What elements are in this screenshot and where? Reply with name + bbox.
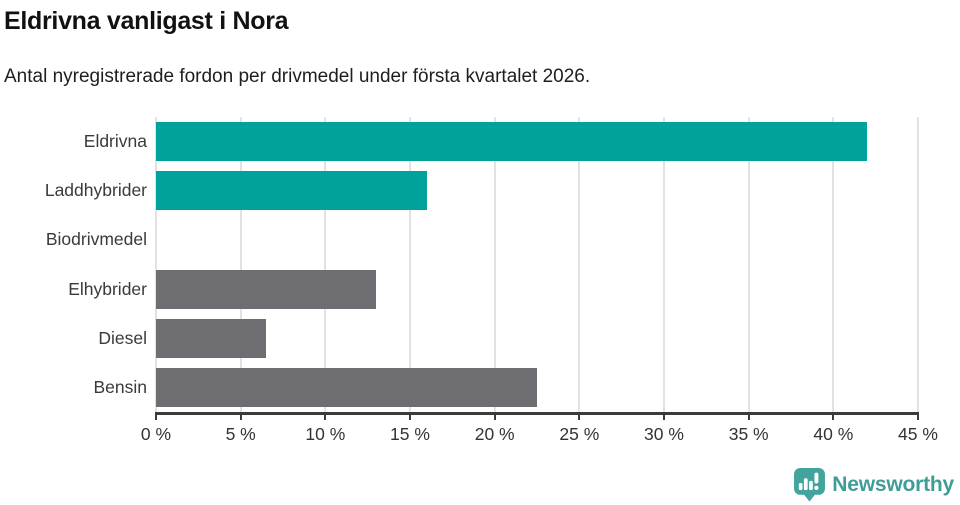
axis-tick — [832, 412, 835, 420]
category-label: Elhybrider — [68, 278, 147, 299]
axis-tick-label: 25 % — [559, 424, 600, 444]
page-subtitle: Antal nyregistrerade fordon per drivmede… — [4, 66, 591, 87]
axis-tick-label: 45 % — [898, 424, 938, 444]
bar-laddhybrider[interactable] — [156, 171, 427, 211]
bar-rows — [156, 117, 918, 412]
page-title: Eldrivna vanligast i Nora — [4, 7, 289, 35]
gridline — [832, 117, 835, 412]
category-label: Diesel — [98, 327, 147, 348]
gridline — [239, 117, 242, 412]
axis-tick-label: 40 % — [813, 424, 854, 444]
x-axis: 0 % 5 % 10 % 15 % 20 % 25 % 30 % 35 % 40 % 45 % — [141, 412, 938, 452]
bar-eldrivna[interactable] — [156, 122, 868, 162]
bar-elhybrider[interactable] — [156, 269, 377, 309]
axis-tick-label: 0 % — [140, 424, 172, 444]
bar-row — [156, 215, 918, 264]
category-label: Eldrivna — [83, 131, 147, 152]
category-labels: Eldrivna Laddhybrider Biodrivmedel Elhybrid… — [0, 117, 156, 412]
gridline — [409, 117, 411, 412]
axis-tick — [409, 412, 411, 420]
bar-row — [156, 265, 918, 314]
axis-tick-label: 35 % — [728, 424, 769, 444]
category-label: Bensin — [93, 376, 147, 397]
axis-tick-label: 5 % — [225, 424, 256, 444]
bar-diesel[interactable] — [156, 318, 267, 358]
gridline — [747, 117, 750, 412]
bar-chart: Eldrivna Laddhybrider Biodrivmedel Elhybrid… — [0, 117, 960, 447]
newsworthy-brand-label: Newsworthy — [832, 473, 954, 496]
gridline — [578, 117, 581, 412]
axis-tick-label: 10 % — [305, 424, 346, 444]
axis-tick — [578, 412, 581, 420]
axis-tick — [747, 412, 750, 420]
bar-row — [156, 363, 918, 412]
axis-tick — [663, 412, 665, 420]
category-label: Laddhybrider — [44, 180, 147, 201]
newsworthy-logo-icon — [794, 468, 826, 502]
gridline — [663, 117, 665, 412]
gridline — [155, 117, 157, 412]
gridline — [917, 117, 919, 412]
bar-row — [156, 314, 918, 363]
gridline — [493, 117, 496, 412]
gridline — [324, 117, 327, 412]
axis-tick — [239, 412, 242, 420]
axis-tick-label: 15 % — [390, 424, 430, 444]
newsworthy-brand-link[interactable]: Newsworthy — [794, 468, 954, 502]
category-label: Biodrivmedel — [45, 229, 147, 250]
axis-tick — [324, 412, 327, 420]
axis-tick — [917, 412, 919, 420]
bar-row — [156, 166, 918, 215]
axis-tick — [493, 412, 496, 420]
bar-bensin[interactable] — [156, 367, 537, 407]
axis-tick-label: 30 % — [644, 424, 684, 444]
axis-tick-label: 20 % — [474, 424, 515, 444]
plot-area — [155, 117, 919, 412]
x-axis-line — [156, 412, 918, 415]
axis-tick — [155, 412, 157, 420]
bar-row — [156, 117, 918, 166]
